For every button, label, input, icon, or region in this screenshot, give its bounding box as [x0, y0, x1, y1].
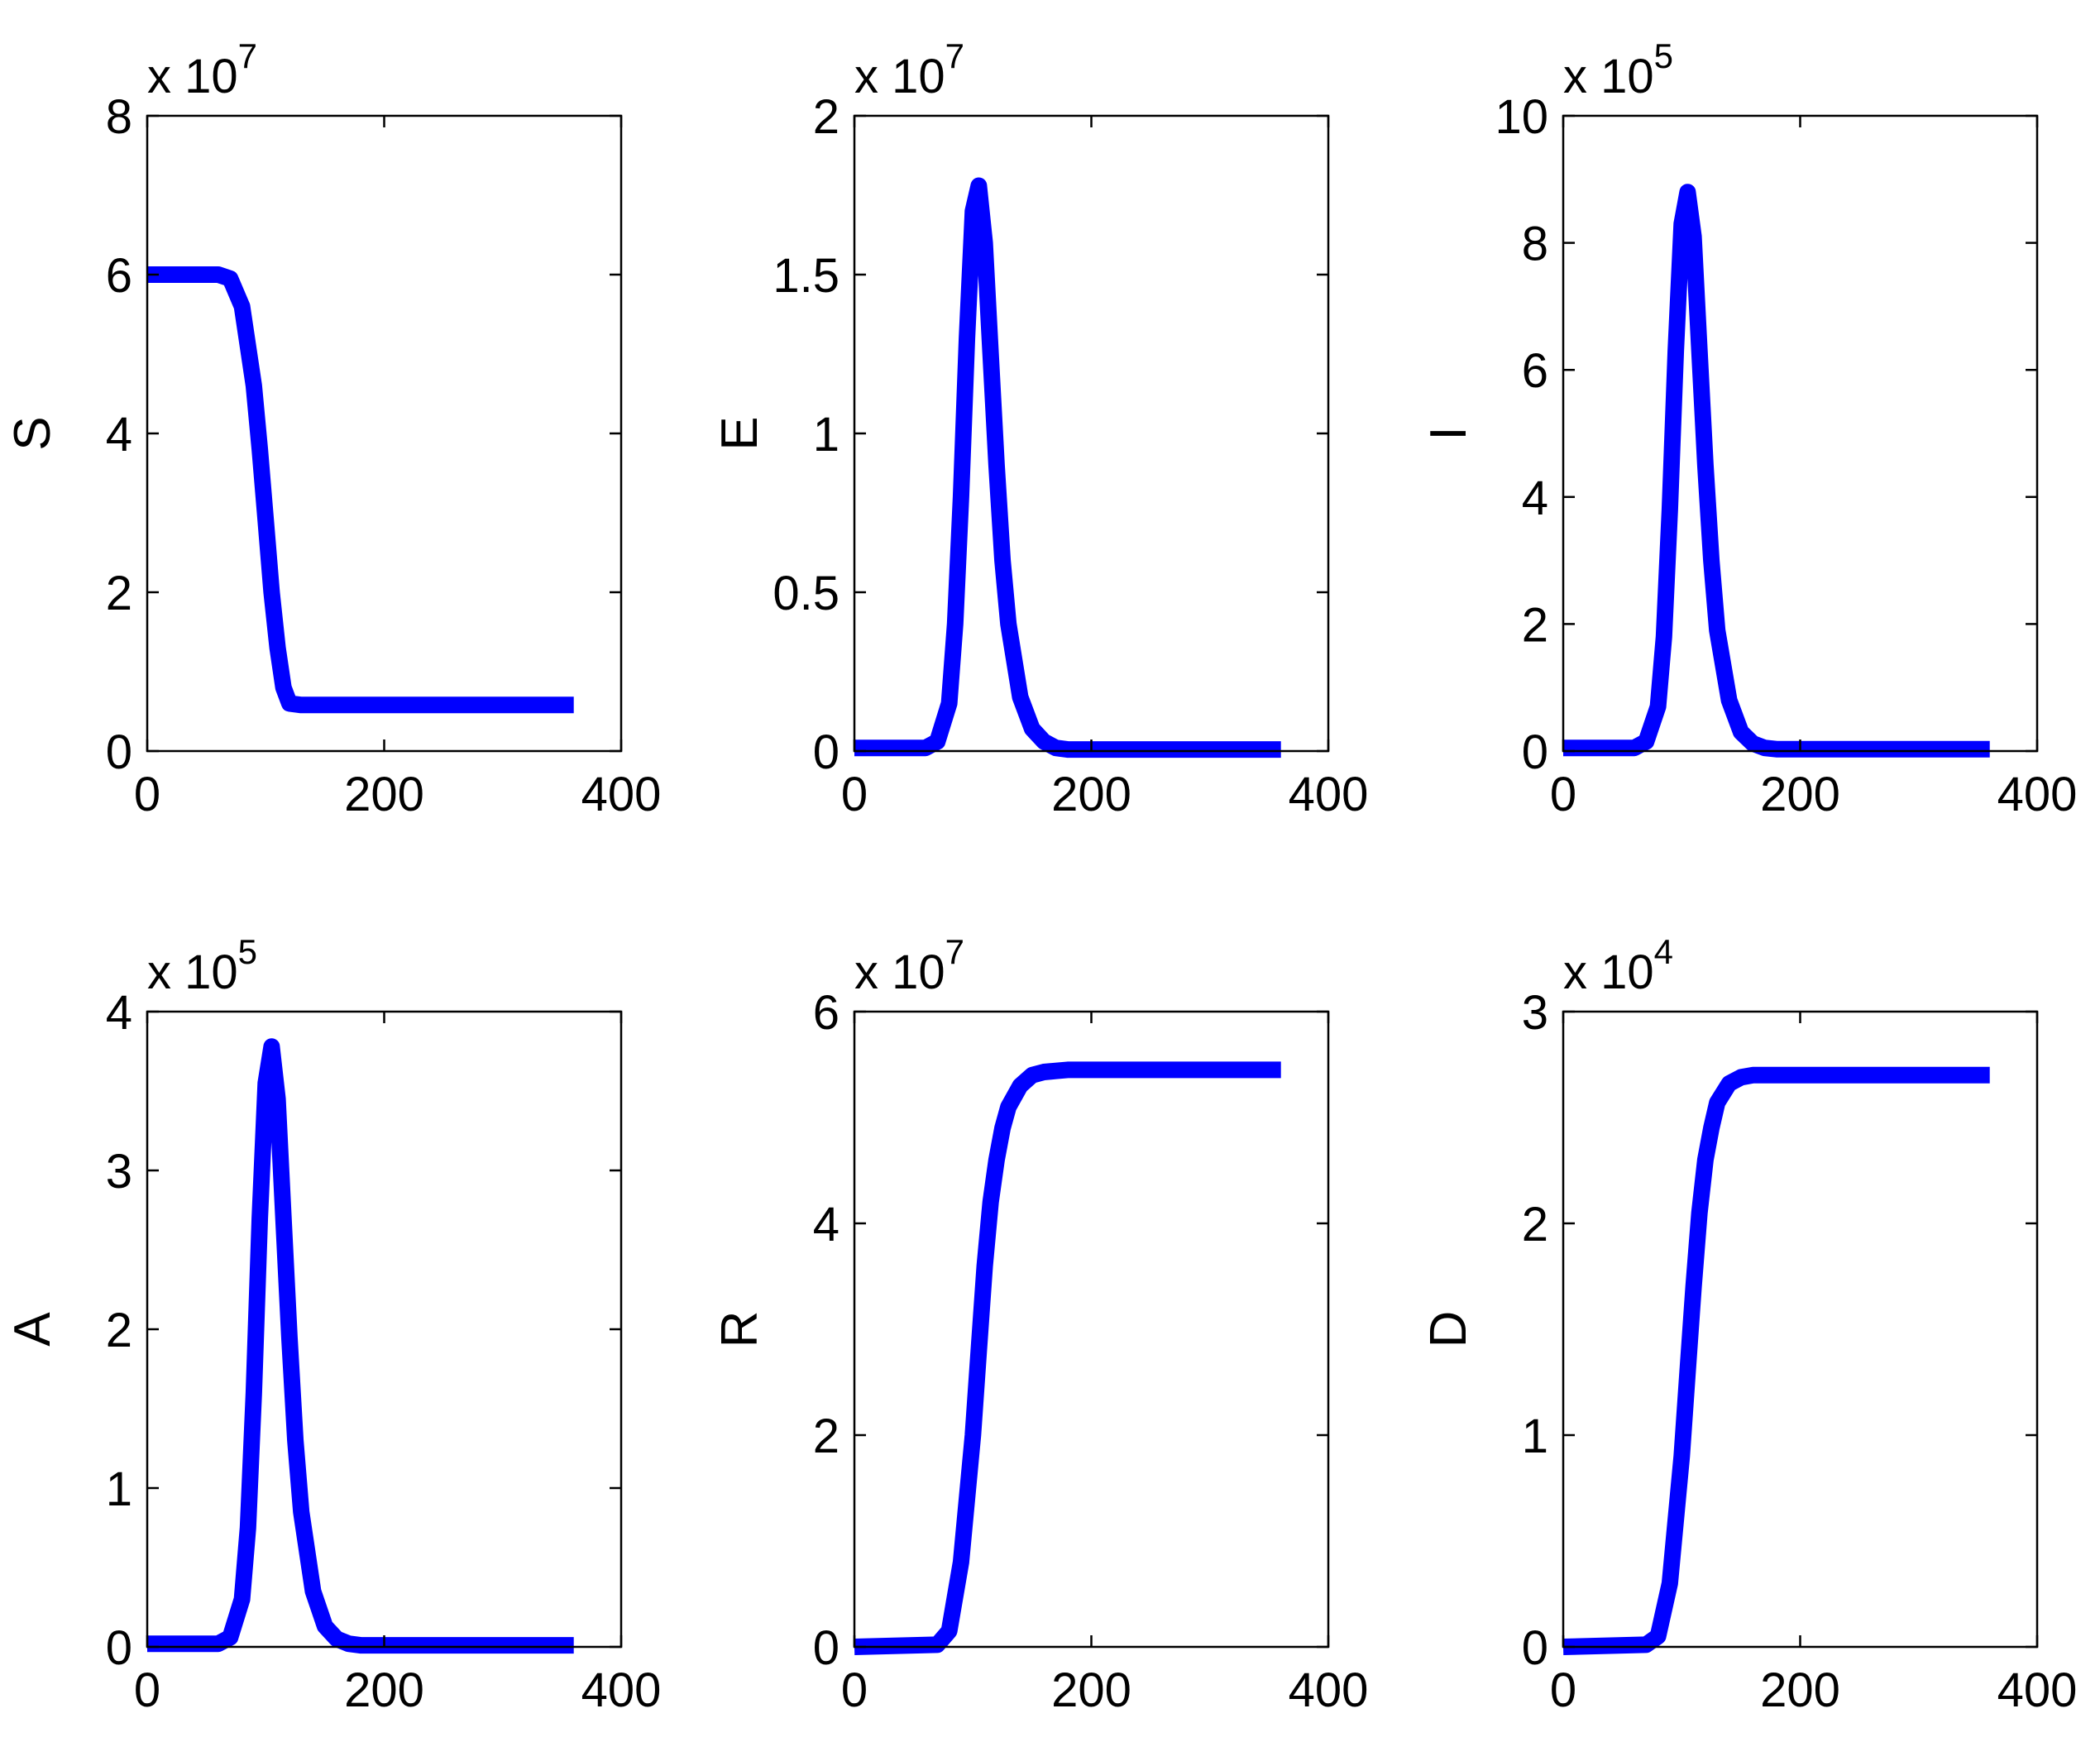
- x-tick-label: 200: [344, 1663, 424, 1717]
- x-tick-label: 400: [581, 768, 662, 821]
- axes-box-d: [1562, 1010, 2039, 1649]
- axes-box-e: [853, 114, 1330, 753]
- axes-box-a: [146, 1010, 623, 1649]
- y-tick-label: 4: [106, 408, 132, 462]
- x-tick-label: 200: [344, 768, 424, 821]
- y-tick-label: 1: [106, 1462, 132, 1516]
- y-tick-label: 2: [1522, 1198, 1548, 1251]
- series-line-e: [854, 177, 1281, 759]
- panel-i: 0 200 400 0 2 4 6 8 10 Ix 105: [1420, 36, 2077, 821]
- series-line-s: [147, 266, 574, 714]
- x-tick-label: 0: [841, 1663, 868, 1717]
- exponent-label: x 105: [147, 932, 257, 999]
- series-line-d: [1562, 1066, 1990, 1655]
- x-tick-label: 0: [1550, 768, 1576, 821]
- y-tick-label: 0: [106, 1621, 132, 1675]
- y-tick-label: 10: [1495, 90, 1548, 144]
- exponent-label: x 107: [854, 36, 964, 103]
- exponent-label: x 107: [854, 932, 964, 999]
- y-tick-label: 0: [106, 725, 132, 779]
- x-tick-label: 0: [134, 768, 160, 821]
- x-tick-label: 0: [1550, 1663, 1576, 1717]
- y-axis-label: A: [4, 1312, 61, 1347]
- y-tick-label: 0: [813, 1621, 840, 1675]
- y-tick-label: 6: [813, 986, 840, 1040]
- y-tick-label: 4: [106, 986, 132, 1040]
- y-tick-label: 2: [813, 1409, 840, 1463]
- y-axis-label: E: [711, 416, 768, 450]
- y-tick-label: 4: [1522, 471, 1548, 525]
- y-tick-label: 2: [1522, 598, 1548, 652]
- y-axis-label: R: [711, 1311, 768, 1348]
- x-tick-label: 400: [581, 1663, 662, 1717]
- y-tick-label: 6: [1522, 344, 1548, 398]
- y-tick-label: 1.5: [773, 249, 840, 303]
- y-axis-label: I: [1420, 426, 1477, 440]
- x-tick-label: 200: [1051, 768, 1131, 821]
- exponent-label: x 107: [147, 36, 257, 103]
- x-tick-label: 0: [841, 768, 868, 821]
- y-tick-label: 8: [106, 90, 132, 144]
- panel-s: 0 200 400 0 2 4 6 8 Sx 107: [4, 36, 661, 821]
- exponent-label: x 104: [1563, 932, 1673, 999]
- y-tick-label: 2: [813, 90, 840, 144]
- y-tick-label: 0: [813, 725, 840, 779]
- y-axis-label: S: [4, 416, 61, 450]
- x-tick-label: 400: [1289, 768, 1369, 821]
- y-tick-label: 0: [1522, 725, 1548, 779]
- axes-box-i: [1562, 114, 2039, 753]
- axes-box-s: [146, 114, 623, 753]
- y-tick-label: 1: [813, 408, 840, 462]
- x-tick-label: 400: [1997, 1663, 2078, 1717]
- panel-a: 0 200 400 0 1 2 3 4 Ax 105: [4, 932, 661, 1717]
- y-tick-label: 1: [1522, 1409, 1548, 1463]
- x-tick-label: 200: [1760, 768, 1840, 821]
- y-tick-label: 0: [1522, 1621, 1548, 1675]
- y-tick-label: 2: [106, 567, 132, 620]
- series-line-a: [147, 1038, 574, 1654]
- x-tick-label: 200: [1051, 1663, 1131, 1717]
- x-tick-label: 400: [1289, 1663, 1369, 1717]
- x-tick-label: 0: [134, 1663, 160, 1717]
- x-tick-label: 200: [1760, 1663, 1840, 1717]
- axes-box-r: [853, 1010, 1330, 1649]
- y-axis-label: D: [1420, 1311, 1477, 1348]
- x-tick-label: 400: [1997, 768, 2078, 821]
- panel-e: 0 200 400 0 0.5 1 1.5 2 Ex 107: [711, 36, 1368, 821]
- panel-d: 0 200 400 0 1 2 3 Dx 104: [1420, 932, 2077, 1717]
- y-tick-label: 2: [106, 1304, 132, 1357]
- y-tick-label: 8: [1522, 218, 1548, 271]
- y-tick-label: 4: [813, 1198, 840, 1251]
- y-tick-label: 3: [106, 1145, 132, 1199]
- y-tick-label: 0.5: [773, 567, 840, 620]
- panel-r: 0 200 400 0 2 4 6 Rx 107: [711, 932, 1368, 1717]
- exponent-label: x 105: [1563, 36, 1673, 103]
- y-tick-label: 6: [106, 249, 132, 303]
- series-line-i: [1563, 184, 1990, 758]
- y-tick-label: 3: [1522, 986, 1548, 1040]
- series-line-r: [854, 1061, 1281, 1655]
